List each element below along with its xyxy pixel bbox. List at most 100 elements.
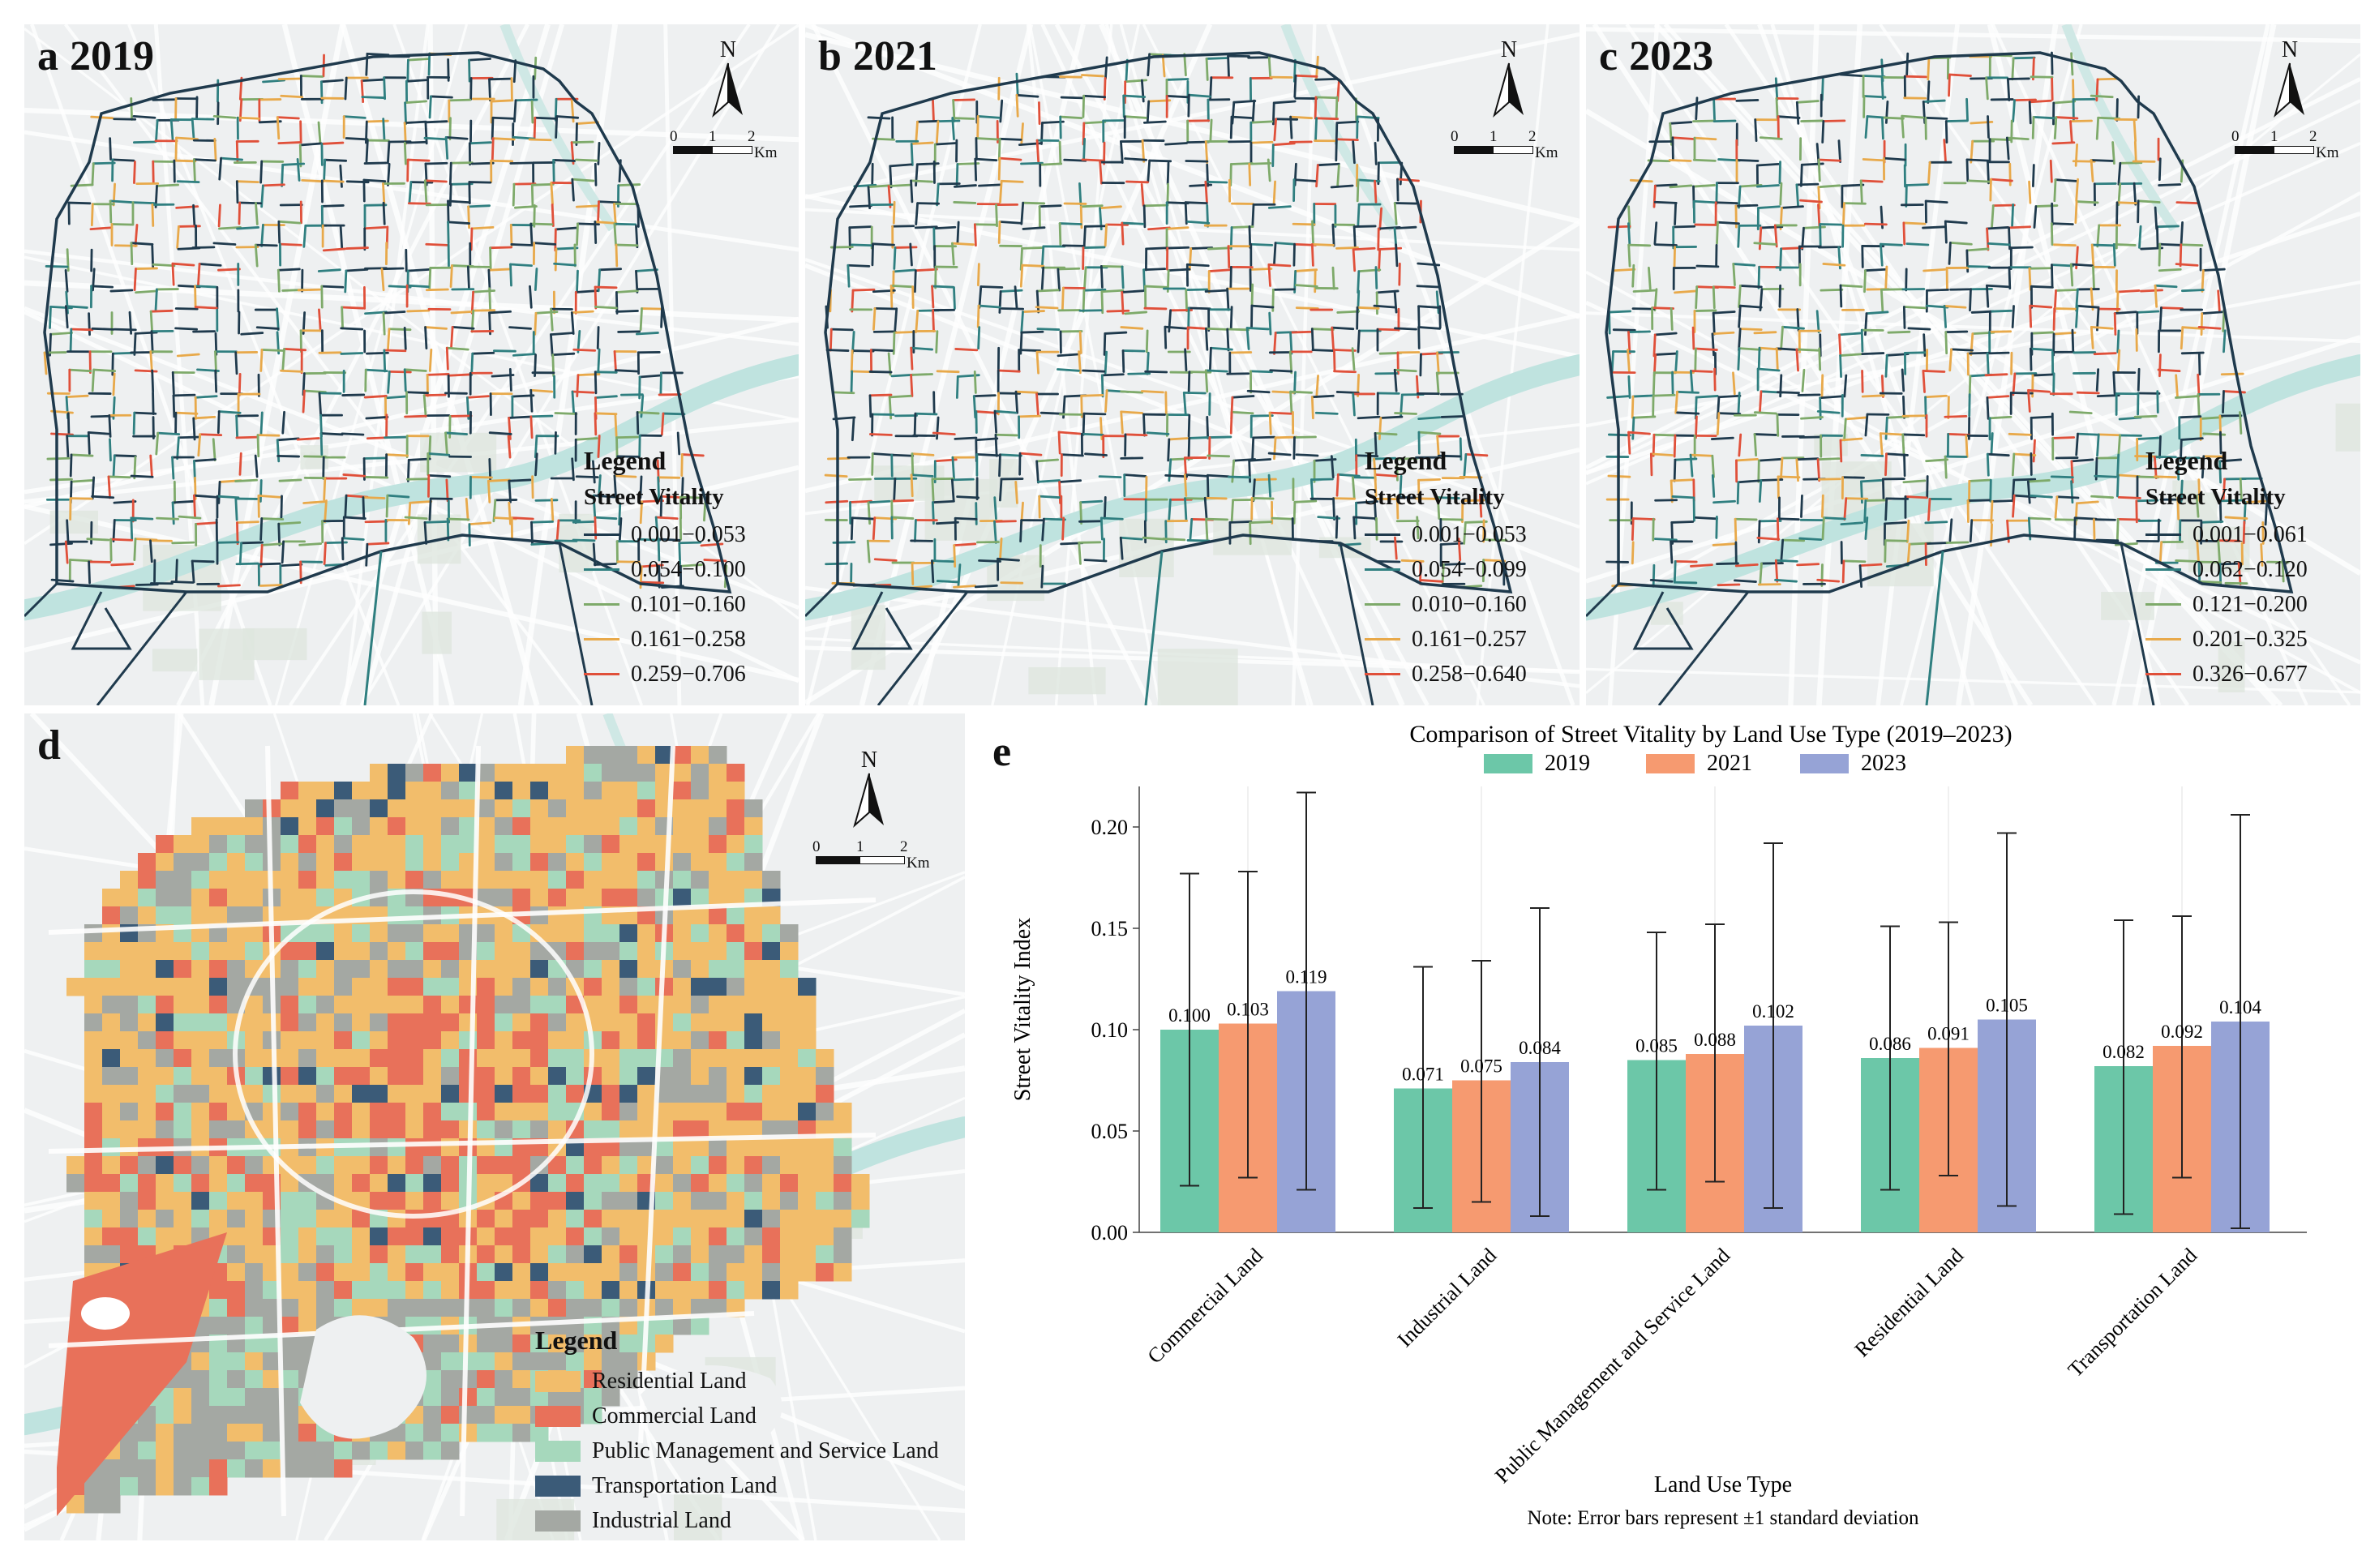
legend-label: Transportation Land: [592, 1472, 778, 1498]
x-axis-label: Land Use Type: [1654, 1472, 1792, 1497]
map-panel-2021: b 2021 N 0 1 2 Km Legend Street Vitality 0.001−0.…: [805, 24, 1580, 705]
scale-bar: 0 1 2 Km: [670, 128, 778, 161]
legend-subtitle: Street Vitality: [584, 484, 724, 510]
legend-label: 0.101−0.160: [631, 591, 746, 617]
legend-item: 0.054−0.100: [584, 552, 746, 587]
legend-title: Legend: [2145, 446, 2228, 475]
legend-swatch: [584, 603, 619, 606]
street-network-map: [24, 24, 799, 705]
x-tick-label: Transportation Land: [2064, 1244, 2201, 1382]
legend-item: 0.326−0.677: [2145, 657, 2308, 692]
data-label: 0.105: [1986, 996, 2028, 1016]
data-label: 0.084: [1519, 1038, 1561, 1058]
legend-swatch: [535, 1440, 581, 1462]
data-label: 0.119: [1286, 967, 1327, 987]
legend-label: Public Management and Service Land: [592, 1437, 939, 1463]
legend-swatch: [1646, 754, 1695, 773]
legend-label: 0.121−0.200: [2193, 591, 2308, 617]
legend-swatch: [1365, 673, 1400, 675]
legend-item: 0.201−0.325: [2145, 622, 2308, 657]
street-network-map: [1586, 24, 2360, 705]
legend-swatch: [535, 1405, 581, 1427]
data-label: 0.092: [2161, 1022, 2203, 1042]
legend-label: 0.326−0.677: [2193, 661, 2308, 687]
data-label: 0.103: [1227, 1000, 1269, 1020]
north-label: N: [2281, 37, 2299, 62]
legend-subtitle: Street Vitality: [1365, 484, 1505, 510]
legend-item: Public Management and Service Land: [535, 1433, 939, 1468]
legend-label: 0.001−0.053: [631, 521, 746, 547]
scale-bar: 0 1 2 Km: [812, 838, 930, 872]
panel-letter: c: [1599, 33, 1618, 79]
data-label: 0.075: [1460, 1056, 1502, 1077]
legend-swatch: [1800, 754, 1849, 773]
panel-letter: b: [818, 33, 842, 79]
panel-letter-d: d: [37, 722, 61, 769]
north-arrow-icon: N: [845, 749, 894, 833]
legend-label: Commercial Land: [592, 1403, 757, 1429]
scale-bar: 0 1 2 Km: [1451, 128, 1558, 161]
legend-item: 0.001−0.053: [1365, 517, 1527, 552]
street-network-map: [805, 24, 1580, 705]
x-tick-label: Commercial Land: [1142, 1244, 1267, 1369]
vitality-legend: Legend Street Vitality 0.001−0.053 0.054−0.…: [584, 446, 746, 692]
legend-swatch: [2145, 568, 2181, 571]
x-tick-label: Residential Land: [1850, 1244, 1969, 1362]
panel-letter-e: e: [992, 729, 1012, 775]
land-use-map: [24, 713, 965, 1540]
legend-title: Legend: [535, 1326, 618, 1355]
legend-swatch: [1365, 533, 1400, 536]
legend-swatch: [2145, 533, 2181, 536]
chart-title: Comparison of Street Vitality by Land Us…: [1409, 721, 2012, 748]
legend-label: Residential Land: [592, 1368, 747, 1394]
legend-label: 0.062−0.120: [2193, 556, 2308, 582]
y-tick-label: 0.15: [1091, 917, 1129, 940]
north-arrow-icon: N: [1485, 39, 1533, 122]
legend-swatch: [535, 1510, 581, 1532]
legend-label: 0.054−0.100: [631, 556, 746, 582]
legend-swatch: [535, 1370, 581, 1392]
legend-item: 0.010−0.160: [1365, 587, 1527, 622]
legend-item: Residential Land: [535, 1364, 939, 1399]
data-label: 0.071: [1402, 1065, 1444, 1085]
data-label: 0.082: [2103, 1042, 2145, 1062]
map-panel-2023: c 2023 N 0 1 2 Km Legend Street Vitality 0.001−0.…: [1586, 24, 2360, 705]
legend-item: 0.101−0.160: [584, 587, 746, 622]
legend-label: 0.161−0.257: [1412, 626, 1527, 652]
y-tick-label: 0.10: [1091, 1018, 1129, 1042]
legend-label: 0.001−0.053: [1412, 521, 1527, 547]
north-arrow-icon: N: [704, 39, 752, 122]
legend-item: 0.001−0.053: [584, 517, 746, 552]
legend-swatch: [584, 673, 619, 675]
legend-label: 2021: [1707, 751, 1752, 776]
legend-swatch: [1365, 568, 1400, 571]
legend-item: 0.161−0.257: [1365, 622, 1527, 657]
legend-label: 0.054−0.099: [1412, 556, 1527, 582]
panel-year: 2019: [70, 33, 154, 79]
data-label: 0.088: [1694, 1030, 1736, 1050]
data-label: 0.100: [1168, 1005, 1211, 1026]
y-tick-label: 0.20: [1091, 816, 1129, 839]
panel-letter: a: [37, 33, 58, 79]
y-axis-label: Street Vitality Index: [1010, 918, 1035, 1101]
legend-label: 0.010−0.160: [1412, 591, 1527, 617]
legend-swatch: [535, 1475, 581, 1497]
vitality-bar-chart: Comparison of Street Vitality by Land Us…: [1010, 721, 2307, 1529]
vitality-legend: Legend Street Vitality 0.001−0.053 0.054−0.…: [1365, 446, 1527, 692]
legend-label: 0.259−0.706: [631, 661, 746, 687]
legend-swatch: [1484, 754, 1532, 773]
legend-item: Industrial Land: [535, 1503, 939, 1538]
north-label: N: [1500, 37, 1518, 62]
legend-swatch: [584, 533, 619, 536]
map-panel-2019: a 2019 N 0 1 2 Km Legend Street Vitality 0.001−0.…: [24, 24, 799, 705]
legend-label: 0.001−0.061: [2193, 521, 2308, 547]
y-tick-label: 0.00: [1091, 1221, 1129, 1245]
legend-swatch: [584, 638, 619, 640]
x-tick-label: Industrial Land: [1393, 1244, 1501, 1352]
legend-item: 0.259−0.706: [584, 657, 746, 692]
legend-swatch: [584, 568, 619, 571]
north-label: N: [719, 37, 737, 62]
panel-year: 2021: [852, 33, 937, 79]
chart-note: Note: Error bars represent ±1 standard d…: [1528, 1507, 1919, 1529]
legend-item: 0.121−0.200: [2145, 587, 2308, 622]
